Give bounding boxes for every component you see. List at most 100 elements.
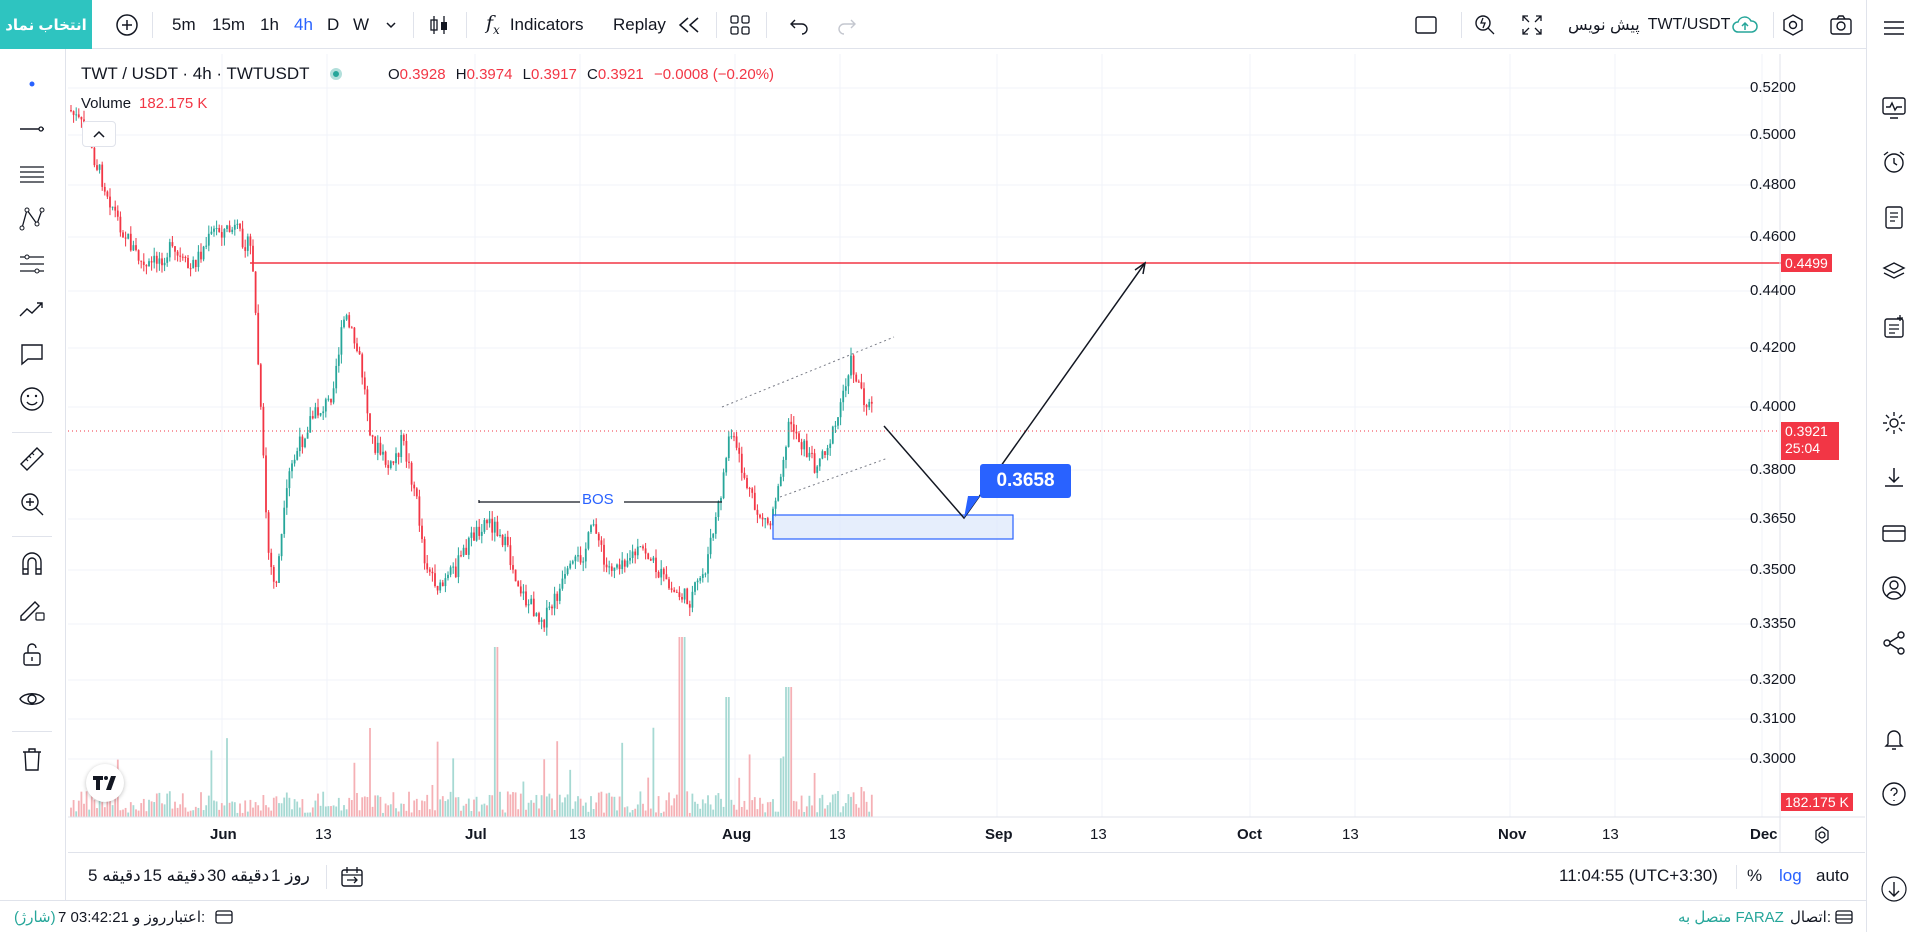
candle-body bbox=[122, 232, 124, 238]
volume-bar bbox=[350, 800, 353, 817]
help-icon[interactable] bbox=[1880, 780, 1908, 808]
candle-body bbox=[311, 416, 314, 419]
volume-bar bbox=[257, 805, 260, 817]
log-toggle[interactable]: log bbox=[1779, 866, 1802, 885]
axis-settings-icon[interactable] bbox=[1812, 825, 1832, 845]
candle-body bbox=[725, 458, 728, 473]
percent-toggle[interactable]: % bbox=[1747, 866, 1763, 885]
candles-icon[interactable] bbox=[426, 12, 452, 38]
eye-icon[interactable] bbox=[17, 684, 47, 714]
auto-toggle[interactable]: auto bbox=[1816, 866, 1850, 885]
candle-body bbox=[850, 355, 852, 376]
list-add-icon[interactable] bbox=[1880, 313, 1908, 341]
scroll-down-icon[interactable] bbox=[1880, 875, 1908, 903]
volume-bar bbox=[231, 801, 234, 817]
channel-lower-line[interactable] bbox=[779, 457, 889, 498]
volume-bar bbox=[137, 810, 140, 817]
zoom-in-icon[interactable] bbox=[17, 489, 47, 519]
gear-icon[interactable] bbox=[1880, 409, 1908, 437]
layers-icon[interactable] bbox=[1880, 258, 1908, 286]
trend-line-icon[interactable] bbox=[17, 114, 47, 144]
candle-body bbox=[756, 509, 759, 515]
volume-bar bbox=[618, 796, 621, 817]
interval-1h[interactable]: 1h bbox=[260, 14, 279, 34]
clock[interactable]: 11:04:55 (UTC+3:30) bbox=[1559, 866, 1718, 885]
undo-icon[interactable] bbox=[786, 12, 812, 38]
candle-body bbox=[265, 455, 267, 513]
volume-bar bbox=[213, 800, 215, 817]
layout-name[interactable]: پیش نویس TWT/USDT bbox=[1568, 0, 1730, 49]
redo-icon[interactable] bbox=[834, 12, 860, 38]
symbol-search-button[interactable]: انتخاب نماد bbox=[0, 0, 92, 49]
candle-body bbox=[785, 446, 787, 460]
share-icon[interactable] bbox=[1880, 629, 1908, 657]
prediction-icon[interactable] bbox=[17, 294, 47, 324]
quick-search-icon[interactable] bbox=[1472, 12, 1498, 38]
candle-body bbox=[226, 225, 228, 229]
fullscreen-window-icon[interactable] bbox=[1413, 12, 1439, 38]
ruler-icon[interactable] bbox=[17, 444, 47, 474]
range-30m[interactable]: 30 دقیقه bbox=[207, 866, 270, 885]
range-1d[interactable]: 1 روز bbox=[271, 866, 310, 885]
expand-icon[interactable] bbox=[1519, 12, 1545, 38]
indicators-button[interactable]: fx Indicators bbox=[486, 0, 584, 49]
bell-icon[interactable] bbox=[1880, 725, 1908, 753]
demand-zone[interactable] bbox=[772, 514, 1014, 540]
notes-icon[interactable] bbox=[1880, 203, 1908, 231]
interval-w[interactable]: W bbox=[353, 14, 370, 34]
menu-icon[interactable] bbox=[1880, 14, 1908, 42]
emoji-icon[interactable] bbox=[17, 384, 47, 414]
interval-4h[interactable]: 4h bbox=[294, 14, 313, 34]
settings-hexagon-icon[interactable] bbox=[1780, 12, 1806, 38]
candle-body bbox=[428, 569, 431, 572]
time-tick: Aug bbox=[722, 826, 752, 843]
credit-card-icon[interactable] bbox=[1880, 519, 1908, 547]
price-chart[interactable] bbox=[68, 54, 1865, 852]
volume-bar bbox=[439, 799, 442, 817]
target-price-label[interactable]: 0.3658 bbox=[980, 464, 1071, 498]
user-icon[interactable] bbox=[1880, 574, 1908, 602]
legend-title[interactable]: TWT / USDT · 4h · TWTUSDT bbox=[81, 64, 310, 83]
chart-legend: TWT / USDT · 4h · TWTUSDT bbox=[81, 64, 362, 84]
range-15m[interactable]: 15 دقیقه bbox=[143, 866, 206, 885]
interval-d[interactable]: D bbox=[327, 14, 340, 34]
range-5m[interactable]: 5 دقیقه bbox=[88, 866, 141, 885]
candle-body bbox=[210, 231, 213, 234]
chevron-down-icon[interactable] bbox=[378, 12, 404, 38]
layout-grid-icon[interactable] bbox=[727, 12, 753, 38]
collapse-legend-button[interactable] bbox=[82, 121, 116, 147]
tradingview-logo[interactable] bbox=[86, 764, 124, 802]
candle-body bbox=[408, 461, 410, 463]
bos-label[interactable]: BOS bbox=[582, 491, 614, 508]
unlock-icon[interactable] bbox=[17, 639, 47, 669]
cloud-upload-icon[interactable] bbox=[1730, 12, 1760, 38]
candle-body bbox=[618, 564, 621, 570]
charge-link[interactable]: (شارژ) bbox=[14, 909, 56, 926]
date-range-icon[interactable] bbox=[339, 865, 365, 889]
volume-bar bbox=[566, 794, 569, 817]
bos-line[interactable] bbox=[478, 500, 722, 503]
trash-icon[interactable] bbox=[17, 744, 47, 774]
candle-body bbox=[431, 571, 434, 574]
volume-bar bbox=[616, 810, 618, 817]
callout-icon[interactable] bbox=[17, 339, 47, 369]
volume-legend[interactable]: Volume 182.175 K bbox=[81, 95, 207, 112]
fib-tool-icon[interactable] bbox=[17, 249, 47, 279]
cursor-dot-icon[interactable] bbox=[17, 69, 47, 99]
pattern-tool-icon[interactable] bbox=[17, 204, 47, 234]
interval-5m[interactable]: 5m bbox=[172, 14, 196, 34]
parallel-lines-icon[interactable] bbox=[17, 159, 47, 189]
channel-upper-line[interactable] bbox=[721, 336, 895, 408]
download-icon[interactable] bbox=[1880, 464, 1908, 492]
interval-15m[interactable]: 15m bbox=[212, 14, 246, 34]
watchlist-icon[interactable] bbox=[1880, 93, 1908, 121]
magnet-icon[interactable] bbox=[17, 549, 47, 579]
alarm-clock-icon[interactable] bbox=[1880, 148, 1908, 176]
volume-bar bbox=[590, 796, 592, 817]
replay-button[interactable]: Replay bbox=[613, 0, 704, 49]
pencil-lock-icon[interactable] bbox=[17, 594, 47, 624]
camera-icon[interactable] bbox=[1828, 12, 1854, 38]
candle-body bbox=[761, 517, 764, 520]
add-symbol-icon[interactable] bbox=[114, 12, 140, 38]
volume-bar bbox=[202, 810, 205, 817]
